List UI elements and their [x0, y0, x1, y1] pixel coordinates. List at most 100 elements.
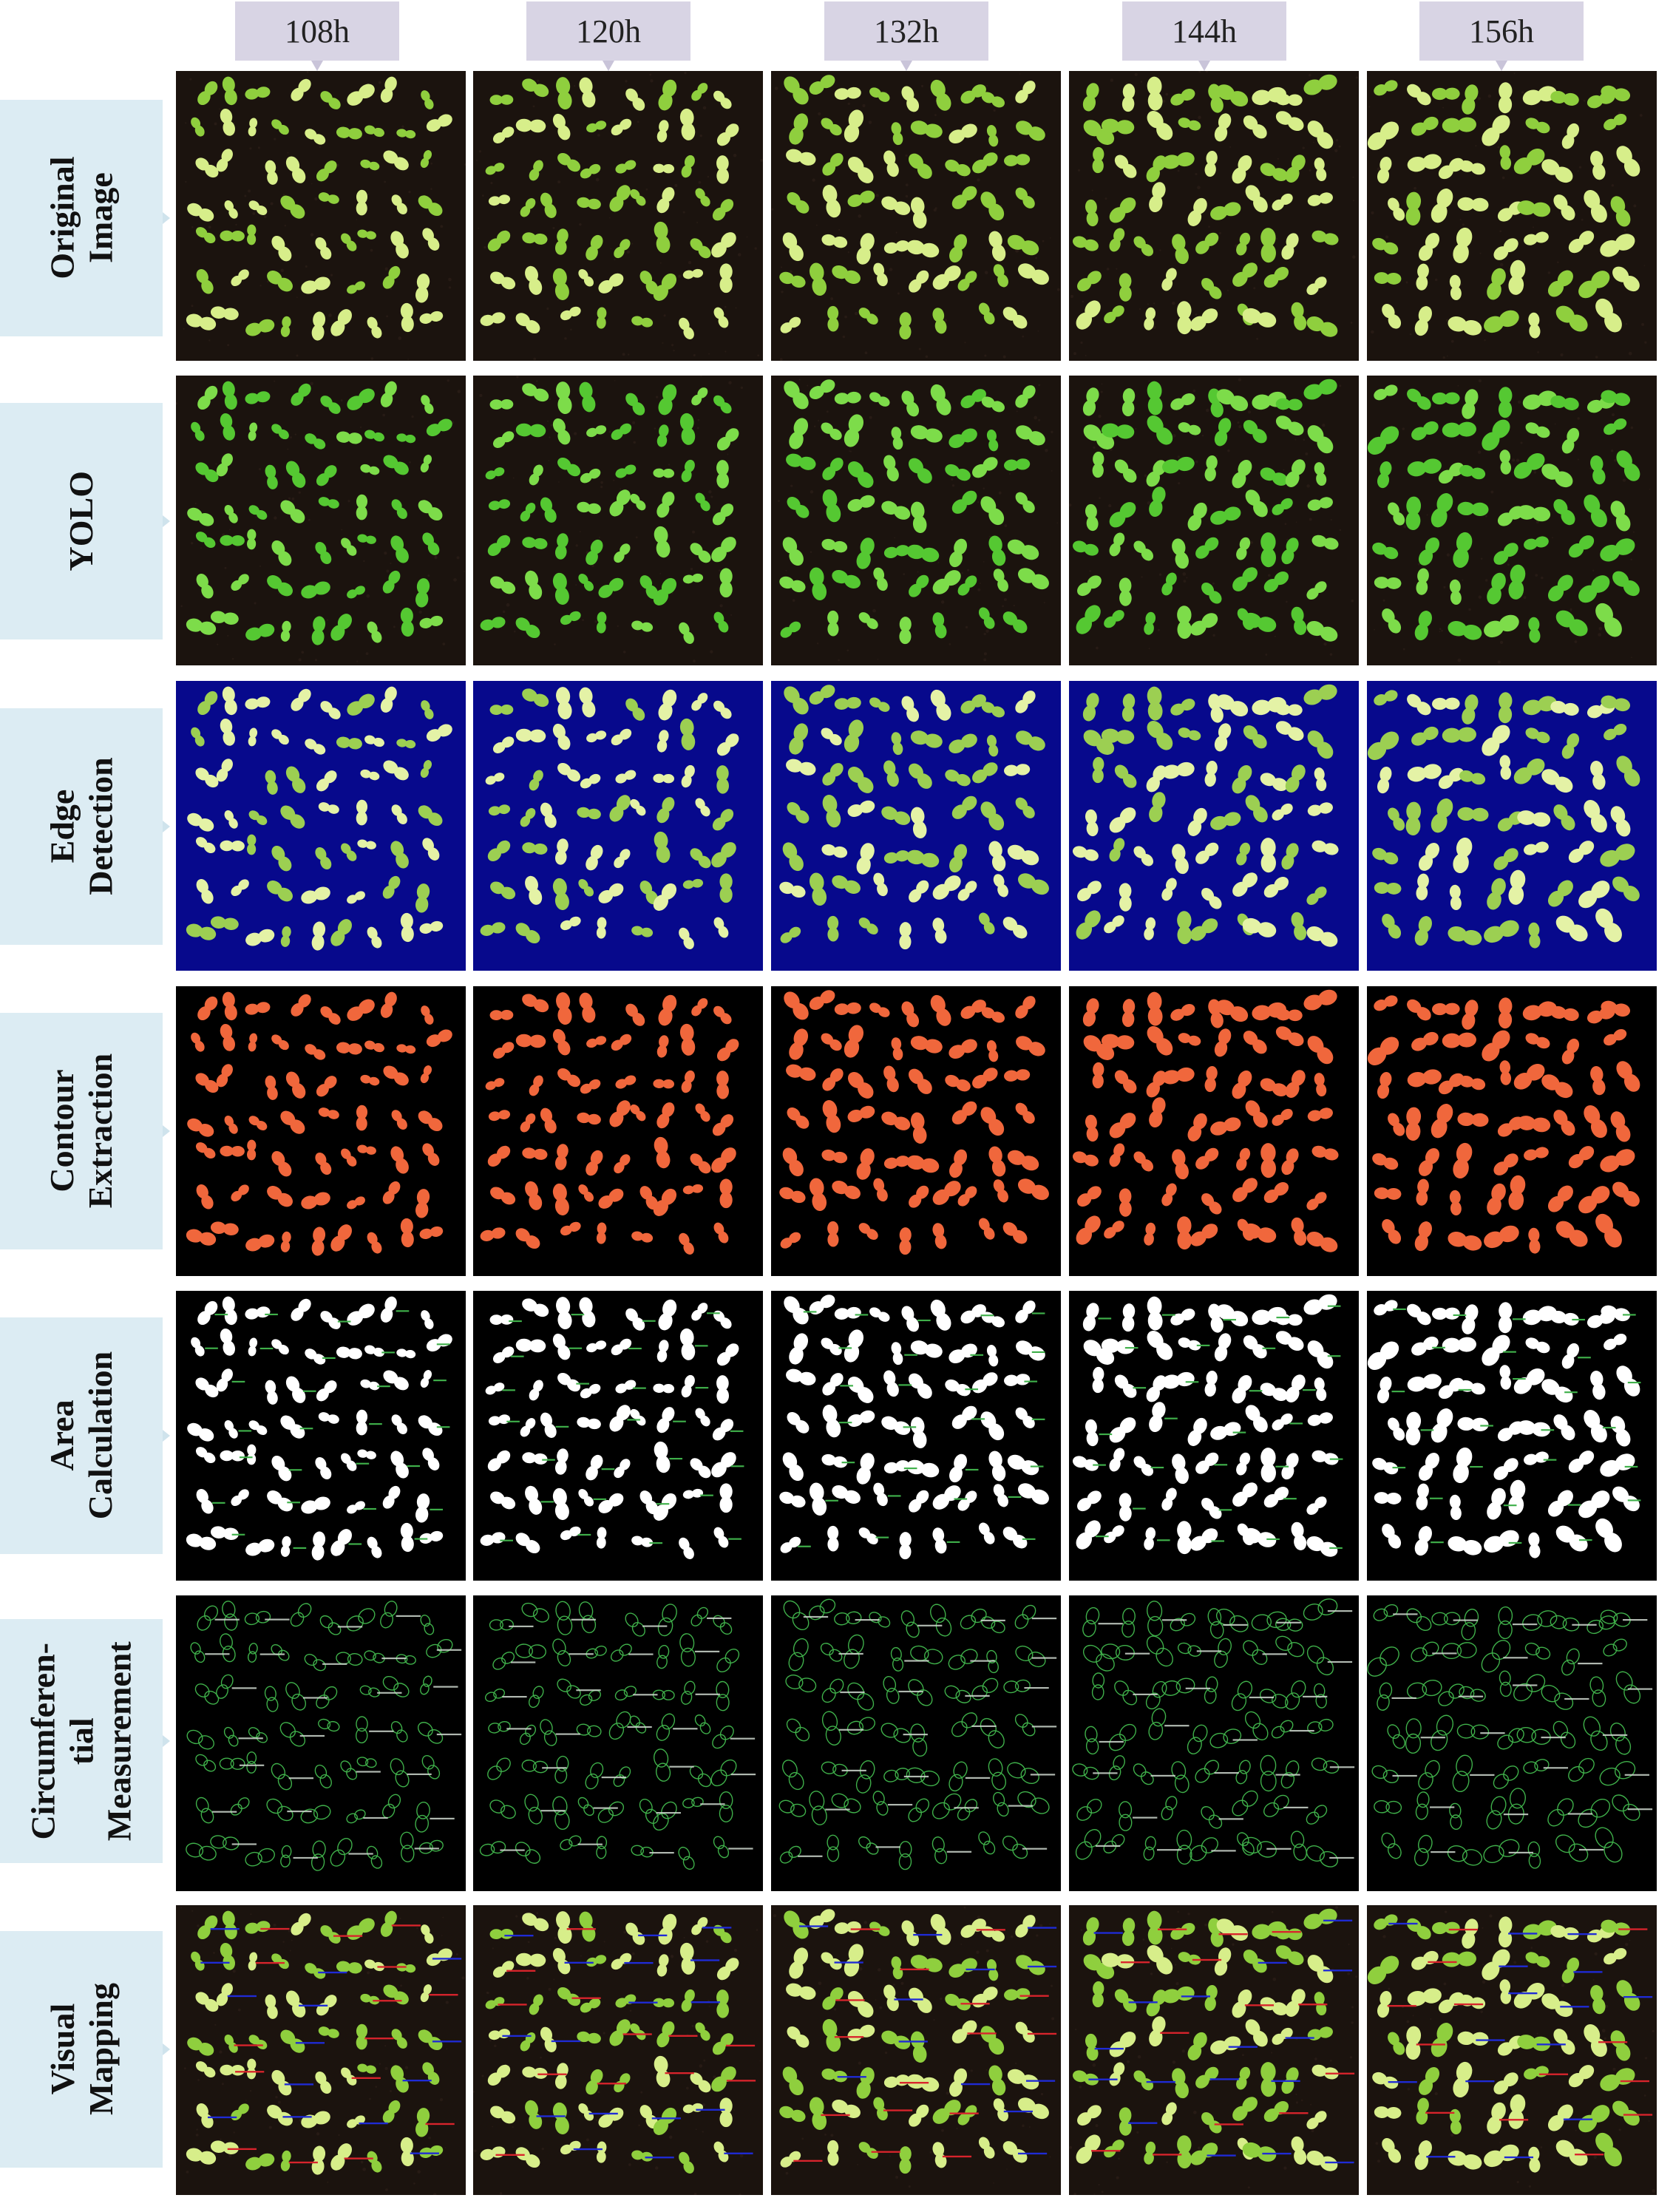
panel-original-156h: [1367, 71, 1657, 361]
down-arrow-icon: [1496, 61, 1507, 71]
panel-perimeter-144h: [1069, 1595, 1359, 1891]
panel-area-120h: [473, 1291, 763, 1581]
time-header-132h: 132h: [824, 1, 988, 71]
panel-edge-108h: [176, 681, 466, 971]
seedling-image: [1367, 71, 1657, 361]
panel-perimeter-132h: [771, 1595, 1061, 1891]
time-header-label: 132h: [874, 13, 939, 50]
seedling-image: [176, 1291, 466, 1581]
panel-mapping-144h: [1069, 1905, 1359, 2195]
panel-perimeter-120h: [473, 1595, 763, 1891]
seedling-image: [1367, 1291, 1657, 1581]
seedling-image: [473, 681, 763, 971]
seedling-image: [1069, 681, 1359, 971]
time-header-156h: 156h: [1419, 1, 1584, 71]
seedling-image: [176, 681, 466, 971]
panel-mapping-132h: [771, 1905, 1061, 2195]
seedling-image: [176, 1595, 466, 1891]
seedling-image: [1367, 1905, 1657, 2195]
seedling-image: [473, 71, 763, 361]
right-pointer-icon: [163, 1430, 170, 1442]
panel-contour-108h: [176, 986, 466, 1276]
panel-yolo-156h: [1367, 376, 1657, 665]
seedling-image: [1367, 681, 1657, 971]
time-header-120h: 120h: [526, 1, 690, 71]
time-header-label: 144h: [1172, 13, 1237, 50]
seedling-image: [1367, 1595, 1657, 1891]
seedling-image: [771, 1595, 1061, 1891]
panel-original-108h: [176, 71, 466, 361]
panel-yolo-144h: [1069, 376, 1359, 665]
stage-label-text: Circumferen- tial Measurement: [24, 1641, 138, 1841]
panel-contour-120h: [473, 986, 763, 1276]
stage-label-text: YOLO: [62, 471, 101, 571]
stage-label-yolo: YOLO: [0, 403, 170, 639]
seedling-image: [473, 1905, 763, 2195]
seedling-image: [473, 1595, 763, 1891]
panel-area-156h: [1367, 1291, 1657, 1581]
right-pointer-icon: [163, 515, 170, 527]
panel-yolo-108h: [176, 376, 466, 665]
stage-label-original-image: Original Image: [0, 100, 170, 336]
panel-original-132h: [771, 71, 1061, 361]
panel-edge-144h: [1069, 681, 1359, 971]
down-arrow-icon: [1198, 61, 1210, 71]
seedling-image: [176, 1905, 466, 2195]
panel-yolo-132h: [771, 376, 1061, 665]
seedling-image: [1069, 376, 1359, 665]
stage-label-visual-mapping: Visual Mapping: [0, 1931, 170, 2168]
seedling-image: [771, 1291, 1061, 1581]
down-arrow-icon: [311, 61, 323, 71]
down-arrow-icon: [900, 61, 912, 71]
panel-area-144h: [1069, 1291, 1359, 1581]
seedling-image: [176, 986, 466, 1276]
stage-label-text: Edge Detection: [43, 757, 119, 896]
stage-label-contour-extraction: Contour Extraction: [0, 1013, 170, 1249]
time-header-144h: 144h: [1122, 1, 1286, 71]
stage-label-edge-detection: Edge Detection: [0, 708, 170, 945]
seedling-image: [176, 71, 466, 361]
time-header-label: 156h: [1469, 13, 1534, 50]
panel-area-108h: [176, 1291, 466, 1581]
panel-original-144h: [1069, 71, 1359, 361]
seedling-image: [1069, 1291, 1359, 1581]
right-pointer-icon: [163, 2043, 170, 2055]
seedling-image: [771, 376, 1061, 665]
seedling-image: [473, 376, 763, 665]
time-header-label: 108h: [285, 13, 350, 50]
seedling-image: [1069, 1905, 1359, 2195]
panel-edge-156h: [1367, 681, 1657, 971]
panel-contour-132h: [771, 986, 1061, 1276]
right-pointer-icon: [163, 212, 170, 224]
panel-edge-132h: [771, 681, 1061, 971]
right-pointer-icon: [163, 1125, 170, 1137]
down-arrow-icon: [603, 61, 614, 71]
seedling-image: [1069, 1595, 1359, 1891]
stage-label-circumferential-measurement: Circumferen- tial Measurement: [0, 1619, 170, 1863]
stage-label-text: Original Image: [43, 156, 119, 280]
seedling-image: [771, 71, 1061, 361]
seedling-image: [1069, 986, 1359, 1276]
stage-label-text: Contour Extraction: [43, 1054, 119, 1209]
panel-mapping-120h: [473, 1905, 763, 2195]
stage-label-area-calculation: Area Calculation: [0, 1317, 170, 1554]
panel-contour-156h: [1367, 986, 1657, 1276]
time-header-108h: 108h: [235, 1, 399, 71]
panel-edge-120h: [473, 681, 763, 971]
panel-mapping-108h: [176, 1905, 466, 2195]
seedling-image: [771, 1905, 1061, 2195]
panel-yolo-120h: [473, 376, 763, 665]
seedling-image: [176, 376, 466, 665]
panel-contour-144h: [1069, 986, 1359, 1276]
stage-label-text: Area Calculation: [43, 1351, 119, 1520]
seedling-image: [771, 681, 1061, 971]
time-header-label: 120h: [576, 13, 641, 50]
seedling-image: [1367, 376, 1657, 665]
panel-mapping-156h: [1367, 1905, 1657, 2195]
right-pointer-icon: [163, 821, 170, 832]
seedling-image: [473, 986, 763, 1276]
seedling-image: [1367, 986, 1657, 1276]
right-pointer-icon: [163, 1735, 170, 1747]
panel-perimeter-108h: [176, 1595, 466, 1891]
seedling-image: [1069, 71, 1359, 361]
